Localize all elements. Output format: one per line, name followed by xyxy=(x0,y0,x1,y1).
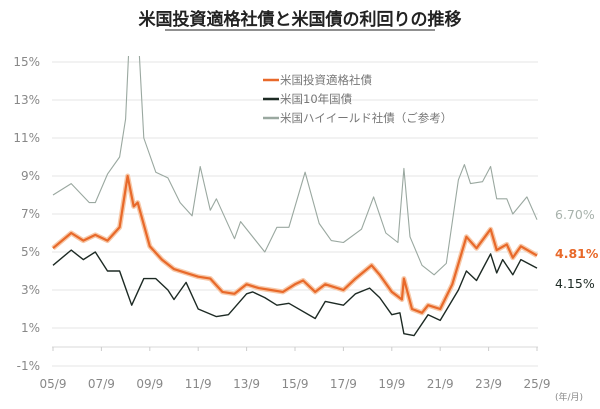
y-axis: -1% 1% 3% 5% 7% 9% 11% 13% 15% xyxy=(13,55,40,373)
x-axis-unit: (年/月) xyxy=(555,391,583,403)
end-labels: 4.81% 4.15% 6.70% xyxy=(555,207,599,291)
series-line-0 xyxy=(52,174,538,314)
y-tick-label: 5% xyxy=(21,245,40,259)
y-tick-label: 7% xyxy=(21,207,40,221)
x-tick-label: 23/9 xyxy=(475,377,502,391)
series-lines xyxy=(51,56,539,337)
y-tick-label: 13% xyxy=(13,93,40,107)
y-tick-label: 11% xyxy=(13,131,40,145)
y-tick-label: -1% xyxy=(17,359,40,373)
x-tick-label: 05/9 xyxy=(40,377,67,391)
x-tick-label: 17/9 xyxy=(330,377,357,391)
y-tick-label: 3% xyxy=(21,283,40,297)
y-tick-label: 9% xyxy=(21,169,40,183)
legend-label: 米国投資適格社債 xyxy=(280,73,372,87)
x-tick-label: 25/9 xyxy=(524,377,551,391)
series-line-2 xyxy=(52,56,538,276)
end-value-label: 4.81% xyxy=(555,246,599,261)
x-tick-label: 19/9 xyxy=(378,377,405,391)
x-tick-label: 15/9 xyxy=(282,377,309,391)
x-axis: 05/9 07/9 09/9 11/9 13/9 15/9 17/9 19/9 21/9 23/9… xyxy=(40,347,551,391)
legend-label: 米国ハイイールド社債（ご参考） xyxy=(280,111,452,125)
legend-label: 米国10年国債 xyxy=(280,92,353,106)
gridlines xyxy=(52,61,538,367)
x-tick-label: 11/9 xyxy=(185,377,212,391)
x-tick-label: 07/9 xyxy=(88,377,115,391)
x-tick-label: 21/9 xyxy=(427,377,454,391)
y-tick-label: 15% xyxy=(13,55,40,69)
chart-title: 米国投資適格社債と米国債の利回りの推移 xyxy=(139,9,462,30)
y-tick-label: 1% xyxy=(21,321,40,335)
series-line-1 xyxy=(52,249,538,337)
x-tick-label: 13/9 xyxy=(233,377,260,391)
end-value-label: 4.15% xyxy=(555,276,595,291)
end-value-label: 6.70% xyxy=(555,207,595,222)
x-tick-label: 09/9 xyxy=(136,377,163,391)
